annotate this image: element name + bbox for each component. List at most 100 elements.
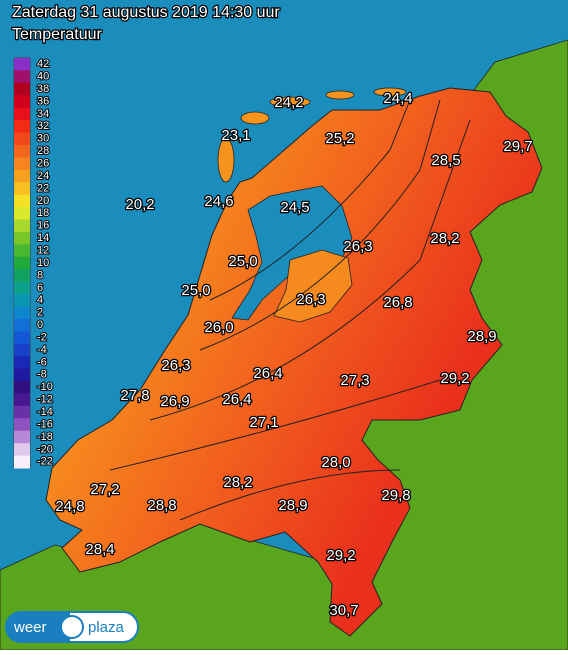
- legend-label: 20: [37, 195, 49, 207]
- legend-swatch: [14, 281, 30, 295]
- logo-left: weer: [13, 619, 47, 636]
- legend-swatch: [14, 405, 30, 419]
- legend-label: -18: [37, 431, 53, 443]
- legend-swatch: [14, 455, 30, 469]
- station-temperature: 26,4: [253, 365, 282, 382]
- legend-label: 42: [37, 58, 49, 70]
- station-temperature: 28,2: [430, 230, 459, 247]
- legend-label: 28: [37, 145, 49, 157]
- legend-swatch: [14, 244, 30, 258]
- legend-swatch: [14, 306, 30, 320]
- station-temperature: 26,3: [161, 357, 190, 374]
- station-temperature: 27,8: [120, 387, 149, 404]
- legend-label: -6: [37, 356, 47, 368]
- station-temperature: 29,8: [381, 487, 410, 504]
- station-temperature: 24,8: [55, 498, 84, 515]
- station-temperature: 27,3: [340, 372, 369, 389]
- logo[interactable]: weer plaza: [5, 611, 139, 643]
- legend-label: 26: [37, 158, 49, 170]
- legend-label: -14: [37, 406, 53, 418]
- station-temperature: 24,2: [274, 94, 303, 111]
- station-temperature: 25,2: [325, 130, 354, 147]
- legend-swatch: [14, 343, 30, 357]
- subtitle: Temperatuur: [12, 26, 102, 43]
- legend-swatch: [14, 393, 30, 407]
- legend-swatch: [14, 194, 30, 208]
- station-temperature: 25,0: [228, 253, 257, 270]
- station-temperature: 26,3: [296, 291, 325, 308]
- logo-icon: [60, 615, 84, 639]
- legend-label: -4: [37, 344, 47, 356]
- logo-left-bg: [6, 612, 70, 642]
- legend-label: -20: [37, 443, 53, 455]
- legend-label: 10: [37, 257, 49, 269]
- logo-right: plaza: [88, 619, 125, 636]
- station-temperature: 26,4: [222, 391, 251, 408]
- netherlands-land: [45, 87, 543, 637]
- legend-label: 36: [37, 95, 49, 107]
- station-temperature: 24,4: [383, 90, 412, 107]
- legend-swatch: [14, 157, 30, 171]
- legend-label: -16: [37, 418, 53, 430]
- station-temperature: 28,9: [467, 328, 496, 345]
- station-temperature: 26,0: [204, 319, 233, 336]
- legend-swatch: [14, 368, 30, 382]
- legend-label: 2: [37, 307, 43, 319]
- legend-swatch: [14, 169, 30, 183]
- legend-label: 12: [37, 244, 49, 256]
- station-temperature: 28,9: [278, 497, 307, 514]
- legend-swatch: [14, 219, 30, 233]
- legend-swatch: [14, 182, 30, 196]
- station-temperature: 28,2: [223, 474, 252, 491]
- legend-label: 32: [37, 120, 49, 132]
- legend-label: 34: [37, 108, 49, 120]
- legend-swatch: [14, 331, 30, 345]
- legend-swatch: [14, 418, 30, 432]
- legend-swatch: [14, 107, 30, 121]
- legend-swatch: [14, 231, 30, 245]
- legend-swatch: [14, 443, 30, 457]
- station-temperature: 29,7: [503, 138, 532, 155]
- station-temperature: 23,1: [221, 127, 250, 144]
- legend-label: 40: [37, 71, 49, 83]
- isotherms: [109, 99, 471, 521]
- legend-swatch: [14, 318, 30, 332]
- legend-swatch: [14, 356, 30, 370]
- legend-label: 18: [37, 207, 49, 219]
- legend-label: -8: [37, 369, 47, 381]
- station-temperature: 28,0: [321, 454, 350, 471]
- title: Zaterdag 31 augustus 2019 14:30 uur: [12, 4, 280, 21]
- station-temperature: 27,1: [249, 414, 278, 431]
- station-temperature: 24,6: [204, 193, 233, 210]
- legend-label: 6: [37, 282, 43, 294]
- station-temperature: 28,4: [85, 541, 114, 558]
- legend-label: 38: [37, 83, 49, 95]
- legend-label: 4: [37, 294, 43, 306]
- station-temperature: 26,8: [383, 294, 412, 311]
- legend-swatch: [14, 256, 30, 270]
- legend-swatch: [14, 95, 30, 109]
- station-temperature: 25,0: [181, 282, 210, 299]
- legend-swatch: [14, 269, 30, 283]
- legend-label: -22: [37, 456, 53, 468]
- legend-swatch: [14, 132, 30, 146]
- legend-swatch: [14, 82, 30, 96]
- legend-label: -12: [37, 394, 53, 406]
- legend-label: 30: [37, 133, 49, 145]
- legend-swatch: [14, 207, 30, 221]
- legend-label: 14: [37, 232, 49, 244]
- station-temperature: 20,2: [125, 196, 154, 213]
- legend-swatch: [14, 58, 30, 71]
- legend-label: 16: [37, 220, 49, 232]
- legend-label: 24: [37, 170, 49, 182]
- legend-swatch: [14, 381, 30, 394]
- station-temperature: 27,2: [90, 481, 119, 498]
- legend-label: 0: [37, 319, 43, 331]
- station-temperature: 24,5: [280, 199, 309, 216]
- station-temperature: 29,2: [440, 370, 469, 387]
- station-temperature: 28,5: [431, 152, 460, 169]
- station-temperature: 29,2: [326, 547, 355, 564]
- legend-swatch: [14, 144, 30, 158]
- legend-swatch: [14, 294, 30, 307]
